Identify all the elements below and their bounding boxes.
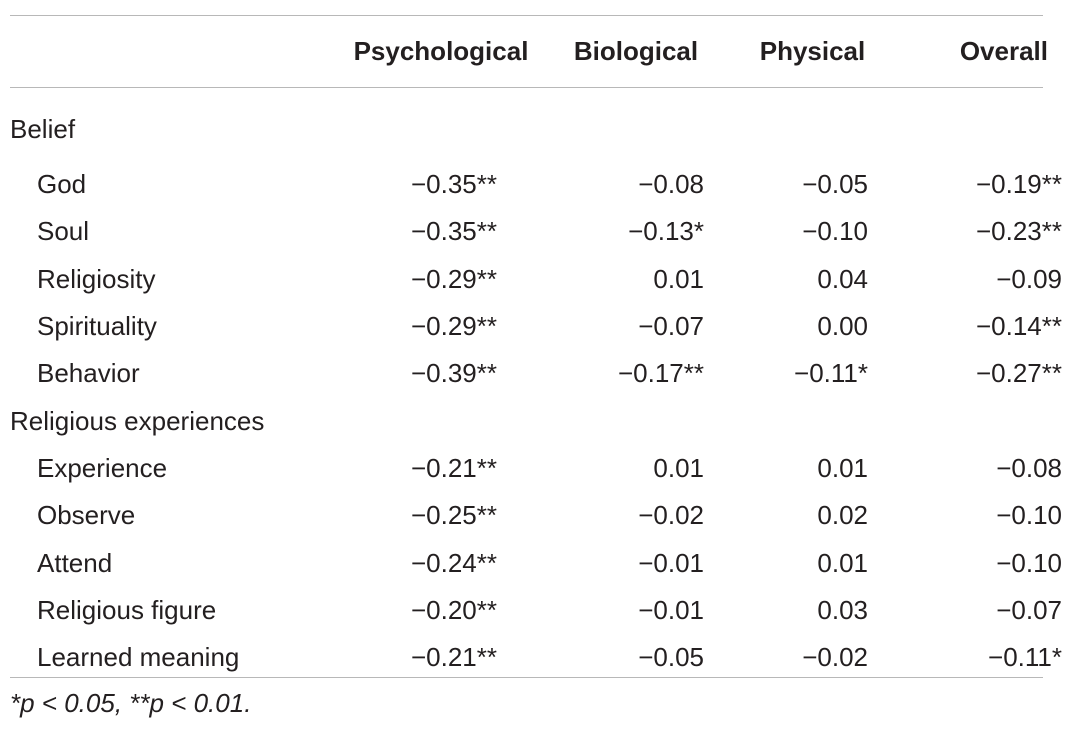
value-cell: −0.09	[996, 263, 1062, 294]
value-cell: −0.11*	[988, 642, 1062, 673]
value-cell: −0.01	[638, 594, 704, 625]
value-cell: −0.07	[996, 594, 1062, 625]
value-cell: −0.39**	[410, 358, 497, 389]
value-cell: 0.00	[817, 311, 868, 342]
row-label: Experience	[37, 452, 168, 483]
value-cell: −0.27**	[975, 358, 1062, 389]
value-cell: −0.35**	[410, 169, 497, 200]
table-row: Religious figure −0.20** −0.01 0.03 −0.07	[10, 587, 1062, 634]
value-cell: −0.05	[638, 642, 704, 673]
footnote: *p < 0.05, **p < 0.01.	[10, 688, 252, 718]
value-cell: −0.35**	[410, 216, 497, 247]
column-header-biological: Biological	[573, 36, 699, 66]
value-cell: −0.14**	[975, 311, 1062, 342]
table-row: Attend −0.24** −0.01 0.01 −0.10	[10, 539, 1062, 586]
row-label: Religiosity	[37, 263, 156, 294]
value-cell: −0.25**	[410, 500, 497, 531]
table-row: Experience −0.21** 0.01 0.01 −0.08	[10, 445, 1062, 492]
table-row: Observe −0.25** −0.02 0.02 −0.10	[10, 492, 1062, 539]
table-row: Spirituality −0.29** −0.07 0.00 −0.14**	[10, 303, 1062, 350]
value-cell: −0.10	[996, 500, 1062, 531]
value-cell: −0.01	[638, 547, 704, 578]
value-cell: 0.01	[817, 547, 868, 578]
section-heading-row: Belief	[10, 87, 1062, 161]
value-cell: −0.11*	[794, 358, 868, 389]
table-row: God −0.35** −0.08 −0.05 −0.19**	[10, 161, 1062, 208]
value-cell: −0.21**	[410, 642, 497, 673]
value-cell: −0.05	[802, 169, 868, 200]
bottom-rule	[10, 677, 1043, 678]
value-cell: −0.07	[638, 311, 704, 342]
section-heading: Religious experiences	[10, 405, 265, 436]
value-cell: −0.23**	[975, 216, 1062, 247]
value-cell: −0.17**	[617, 358, 704, 389]
correlation-table: Psychological Biological Physical Overal…	[10, 16, 1062, 681]
row-label: Observe	[37, 500, 136, 531]
top-rule	[10, 15, 1043, 16]
value-cell: −0.20**	[410, 594, 497, 625]
column-header-physical: Physical	[759, 36, 866, 66]
row-label: God	[37, 169, 87, 200]
value-cell: 0.02	[817, 500, 868, 531]
column-header-label	[10, 16, 325, 87]
value-cell: −0.29**	[410, 311, 497, 342]
value-cell: 0.01	[653, 452, 704, 483]
section-heading-row: Religious experiences	[10, 397, 1062, 444]
value-cell: 0.01	[817, 452, 868, 483]
column-header-overall: Overall	[959, 36, 1048, 66]
value-cell: −0.29**	[410, 263, 497, 294]
value-cell: 0.01	[653, 263, 704, 294]
row-label: Attend	[37, 547, 113, 578]
table-row: Soul −0.35** −0.13* −0.10 −0.23**	[10, 208, 1062, 255]
row-label: Religious figure	[37, 594, 217, 625]
table-row: Learned meaning −0.21** −0.05 −0.02 −0.11*	[10, 634, 1062, 681]
header-row: Psychological Biological Physical Overal…	[10, 16, 1062, 87]
value-cell: −0.08	[996, 452, 1062, 483]
value-cell: −0.10	[996, 547, 1062, 578]
column-header-psychological: Psychological	[353, 36, 529, 66]
row-label: Spirituality	[37, 311, 157, 342]
value-cell: −0.02	[802, 642, 868, 673]
row-label: Behavior	[37, 358, 140, 389]
table-row: Behavior −0.39** −0.17** −0.11* −0.27**	[10, 350, 1062, 397]
row-label: Learned meaning	[37, 642, 240, 673]
header-rule	[10, 87, 1043, 88]
table-row: Religiosity −0.29** 0.01 0.04 −0.09	[10, 256, 1062, 303]
value-cell: 0.03	[817, 594, 868, 625]
value-cell: −0.24**	[410, 547, 497, 578]
value-cell: −0.21**	[410, 452, 497, 483]
value-cell: −0.13*	[628, 216, 704, 247]
section-heading: Belief	[10, 113, 76, 144]
value-cell: −0.19**	[975, 169, 1062, 200]
row-label: Soul	[37, 216, 90, 247]
value-cell: −0.08	[638, 169, 704, 200]
value-cell: −0.02	[638, 500, 704, 531]
value-cell: −0.10	[802, 216, 868, 247]
value-cell: 0.04	[817, 263, 868, 294]
